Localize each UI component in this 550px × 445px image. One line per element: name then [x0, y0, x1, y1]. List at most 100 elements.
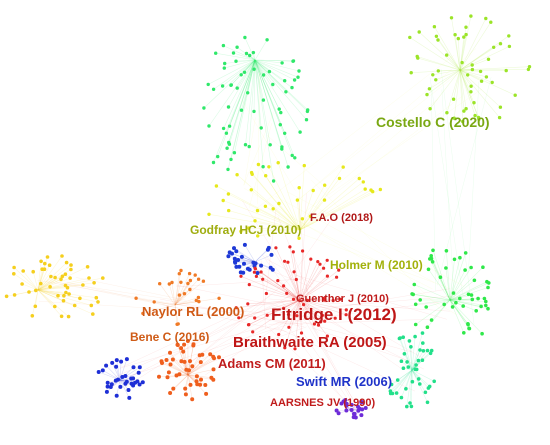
- network-node: [286, 260, 290, 264]
- network-edge: [254, 59, 293, 156]
- network-node: [474, 309, 479, 313]
- network-node: [171, 386, 176, 391]
- network-node: [167, 282, 171, 286]
- network-node: [110, 360, 115, 365]
- network-node: [188, 278, 193, 283]
- network-node: [226, 167, 230, 172]
- network-node: [60, 274, 65, 279]
- network-edge: [213, 59, 256, 90]
- network-edge: [248, 227, 301, 231]
- network-node: [464, 107, 468, 111]
- network-node: [394, 391, 399, 395]
- network-node: [434, 78, 438, 82]
- network-edge: [247, 59, 256, 93]
- network-node: [484, 16, 488, 21]
- network-node: [527, 65, 532, 69]
- network-node: [239, 254, 244, 259]
- network-edge: [228, 210, 301, 231]
- network-node: [388, 389, 393, 393]
- network-node: [209, 375, 214, 380]
- network-edge: [174, 282, 182, 306]
- network-edge: [244, 244, 256, 263]
- network-edge: [37, 276, 52, 291]
- network-edge: [174, 270, 182, 306]
- network-node: [409, 345, 413, 349]
- network-link: [307, 291, 425, 360]
- network-node: [49, 274, 53, 279]
- network-edge: [171, 282, 176, 306]
- network-node: [413, 322, 418, 327]
- network-node: [331, 299, 335, 303]
- network-node: [479, 304, 483, 309]
- network-edge: [251, 174, 301, 231]
- network-node: [335, 275, 339, 279]
- network-edge: [299, 188, 366, 231]
- network-node: [223, 61, 227, 66]
- network-edge: [459, 69, 472, 87]
- network-node: [242, 242, 247, 247]
- network-edge: [449, 299, 470, 329]
- network-node: [61, 298, 66, 303]
- network-node: [425, 348, 430, 353]
- network-edge: [459, 69, 479, 118]
- network-node: [221, 126, 226, 131]
- network-edge: [105, 365, 121, 381]
- network-edge: [283, 285, 301, 301]
- network-node: [298, 130, 302, 134]
- network-node: [211, 367, 216, 372]
- network-edge: [187, 369, 214, 376]
- network-edge: [254, 299, 301, 319]
- network-edge: [293, 251, 301, 301]
- network-edge: [287, 262, 301, 301]
- network-node: [470, 63, 474, 67]
- network-edge: [216, 185, 301, 231]
- label-bene: Bene C (2016): [130, 330, 209, 344]
- network-edge: [411, 336, 416, 371]
- network-node: [482, 296, 487, 301]
- network-edge: [187, 361, 191, 376]
- network-edge: [411, 333, 423, 371]
- network-edge: [254, 59, 296, 158]
- network-edge: [22, 270, 39, 291]
- network-node: [207, 212, 211, 216]
- network-node: [182, 342, 187, 347]
- network-node: [432, 379, 437, 384]
- network-edge: [449, 299, 469, 325]
- network-edge: [37, 277, 56, 291]
- network-edge: [208, 59, 256, 127]
- network-node: [197, 299, 201, 304]
- network-edge: [217, 59, 256, 157]
- network-edge: [115, 366, 121, 381]
- network-edge: [427, 299, 451, 328]
- label-fitridge: Fitridge I (2012): [271, 305, 397, 324]
- network-edge: [254, 59, 308, 111]
- network-node: [283, 346, 287, 350]
- network-link: [107, 288, 305, 389]
- network-node: [183, 392, 188, 397]
- network-node: [444, 266, 448, 270]
- network-edge: [37, 289, 92, 306]
- network-node: [114, 393, 119, 398]
- network-link: [299, 193, 307, 318]
- network-edge: [459, 69, 480, 120]
- network-node: [295, 198, 300, 202]
- network-edge: [299, 264, 321, 301]
- network-node: [234, 264, 239, 269]
- network-edge: [37, 284, 83, 291]
- network-node: [39, 259, 43, 264]
- network-node: [249, 170, 254, 175]
- network-node: [420, 331, 425, 335]
- network-edge: [299, 185, 325, 231]
- network-node: [252, 67, 256, 71]
- network-node: [274, 246, 278, 250]
- network-node: [339, 401, 344, 406]
- network-node: [428, 351, 433, 356]
- network-node: [286, 312, 291, 317]
- network-edge: [459, 34, 467, 71]
- network-edge: [254, 59, 271, 145]
- network-edge: [278, 203, 301, 231]
- network-node: [297, 236, 301, 240]
- network-node: [489, 20, 493, 24]
- network-node: [229, 83, 233, 87]
- network-node: [129, 376, 134, 381]
